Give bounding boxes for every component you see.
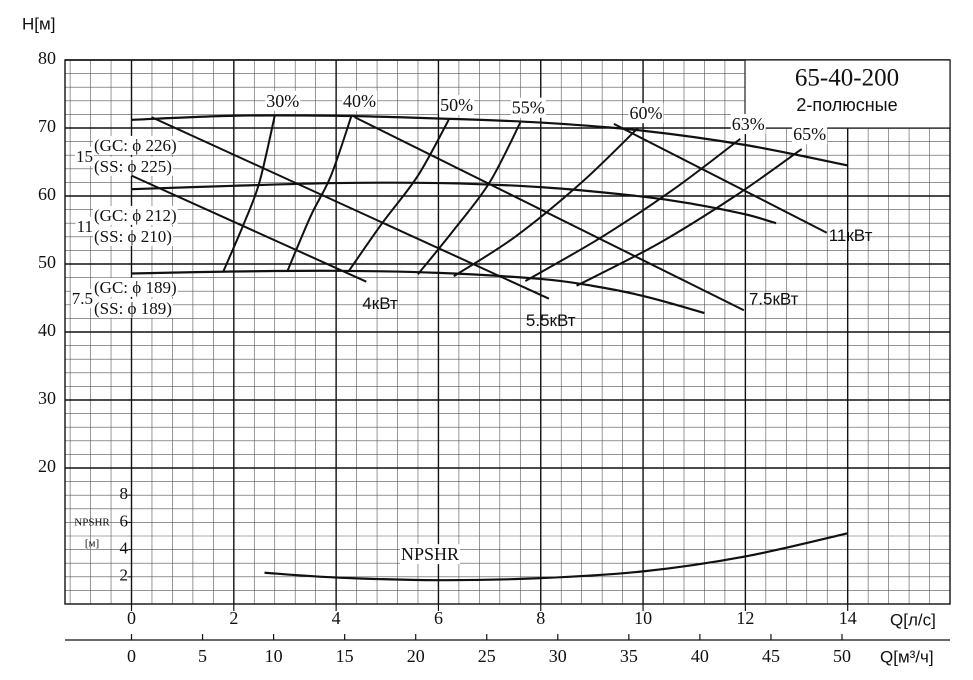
power-label: 4кВт	[362, 294, 398, 313]
y2-tick-label: 2	[120, 566, 129, 585]
x2-tick-label: 35	[620, 646, 638, 666]
x2-tick-label: 10	[265, 646, 283, 666]
x-axis-label: Q[л/с]	[890, 610, 936, 629]
label-background	[93, 156, 173, 176]
x-tick-label: 0	[127, 608, 136, 628]
x2-tick-label: 20	[407, 646, 425, 666]
efficiency-label: 65%	[793, 124, 826, 144]
power-label: 5.5кВт	[526, 311, 576, 330]
efficiency-label: 40%	[343, 91, 376, 111]
x2-tick-label: 30	[549, 646, 567, 666]
y2-tick-label: 8	[120, 484, 129, 503]
chart-title: 65-40-200	[795, 65, 899, 92]
power-label: 11кВт	[829, 226, 873, 245]
x2-tick-label: 0	[127, 646, 136, 666]
efficiency-curve	[576, 148, 803, 287]
marks: 0 2 4 6 8 10 12 14 0 5 10 15 20 25 30 35 40 45 50 20 30 40 50 6…	[38, 48, 873, 666]
label-background	[628, 103, 664, 124]
x2-tick-label: 50	[833, 646, 851, 666]
label-background	[93, 205, 178, 225]
x-tick-label: 12	[736, 608, 754, 628]
label-background	[341, 90, 377, 111]
label-background	[399, 544, 461, 565]
efficiency-label: 50%	[440, 95, 473, 115]
x2-tick-label: 40	[691, 646, 709, 666]
x-tick-label: 2	[229, 608, 238, 628]
grid	[64, 59, 951, 641]
efficiency-label: 60%	[629, 103, 662, 123]
efficiency-label: 63%	[732, 114, 765, 134]
y-tick-label: 70	[38, 116, 56, 136]
label-background	[730, 114, 766, 135]
x2-tick-label: 5	[198, 646, 207, 666]
impeller-gc: (GC: ϕ 212)	[94, 206, 177, 225]
y-tick-label: 20	[38, 456, 56, 476]
label-background	[93, 298, 173, 318]
power-label: 7.5кВт	[749, 290, 799, 309]
impeller-power: 11	[77, 217, 93, 236]
label-background	[265, 90, 301, 111]
efficiency-label: 55%	[512, 98, 545, 118]
head-curve	[131, 181, 777, 225]
impeller-power: 15	[76, 147, 93, 166]
x-tick-label: 8	[536, 608, 545, 628]
y2-axis-label: NPSHR	[74, 517, 110, 529]
power-line	[613, 123, 828, 234]
impeller-ss: (SS: ϕ 225)	[94, 157, 172, 176]
x-tick-label: 4	[332, 608, 341, 628]
npshr-label: NPSHR	[401, 544, 459, 564]
chart-subtitle: 2-полюсные	[796, 95, 897, 115]
title-box	[744, 59, 951, 129]
x-tick-label: 10	[634, 608, 652, 628]
y-tick-label: 50	[38, 252, 56, 272]
y-tick-label: 30	[38, 388, 56, 408]
efficiency-curve	[453, 127, 639, 278]
label-background	[93, 135, 178, 155]
label-background	[75, 216, 94, 236]
efficiency-label: 30%	[266, 91, 299, 111]
impeller-ss: (SS: ϕ 189)	[94, 299, 172, 318]
label-background	[93, 277, 178, 297]
y2-tick-label: 6	[120, 511, 129, 530]
y-tick-label: 60	[38, 184, 56, 204]
label-background	[439, 94, 475, 115]
label-background	[792, 124, 828, 145]
head-curve	[131, 269, 705, 315]
impeller-gc: (GC: ϕ 226)	[94, 136, 177, 155]
y2-axis-unit: [м]	[85, 538, 99, 550]
impeller-gc: (GC: ϕ 189)	[94, 278, 177, 297]
x-tick-label: 14	[839, 608, 857, 628]
label-background	[510, 97, 546, 118]
x2-tick-label: 45	[762, 646, 780, 666]
efficiency-curve	[348, 119, 450, 272]
x-tick-label: 6	[434, 608, 443, 628]
label-background	[75, 146, 94, 166]
label-background	[70, 288, 94, 308]
y-axis-label: H[м]	[22, 14, 55, 33]
y2-tick-label: 4	[120, 539, 129, 558]
efficiency-curve	[222, 115, 276, 272]
y-tick-label: 40	[38, 320, 56, 340]
efficiency-curve	[417, 122, 522, 275]
impeller-ss: (SS: ϕ 210)	[94, 227, 172, 246]
efficiency-curve	[524, 138, 741, 282]
power-line	[151, 116, 550, 300]
y-tick-label: 80	[38, 48, 56, 68]
label-background	[93, 226, 173, 246]
impeller-power: 7.5	[72, 289, 93, 308]
power-line	[131, 174, 367, 283]
npshr-curve	[264, 532, 848, 582]
x2-axis-label: Q[м³/ч]	[880, 647, 934, 666]
x2-tick-label: 25	[478, 646, 496, 666]
x2-tick-label: 15	[336, 646, 354, 666]
power-line	[354, 116, 745, 312]
efficiency-curve	[286, 115, 353, 272]
